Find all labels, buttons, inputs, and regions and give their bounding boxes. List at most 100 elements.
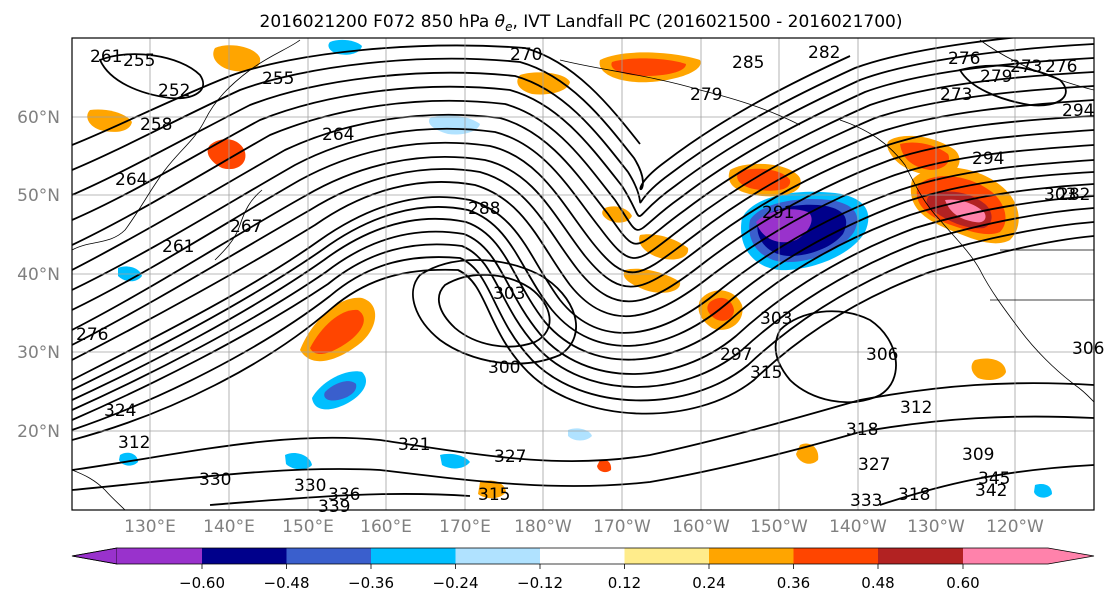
contour-label: 261 <box>162 237 194 257</box>
contour-label: 327 <box>858 455 890 475</box>
theta-e-contours <box>72 38 1094 506</box>
lon-label: 130°E <box>124 517 176 537</box>
contour-label: 342 <box>975 481 1007 501</box>
lon-label: 140°E <box>203 517 255 537</box>
contour-label: 306 <box>866 345 898 365</box>
lon-label: 120°W <box>986 517 1044 537</box>
contour-label: 315 <box>750 363 782 383</box>
lat-label: 50°N <box>17 186 60 206</box>
lat-label: 60°N <box>17 108 60 128</box>
contour-label: 255 <box>123 51 155 71</box>
figure-title: 2016021200 F072 850 hPa θe, IVT Landfall… <box>260 12 903 34</box>
contour-label: 273 <box>940 85 972 105</box>
colorbar-segment <box>455 548 540 564</box>
title-subscript: e <box>505 20 512 34</box>
contour-label: 264 <box>322 125 354 145</box>
contour-label: 276 <box>948 49 980 69</box>
contour-label: 282 <box>808 43 840 63</box>
contour-label: 267 <box>230 217 262 237</box>
lon-label: 130°W <box>907 517 965 537</box>
contour-label: 288 <box>468 199 500 219</box>
colorbar-tick-label: 0.60 <box>946 574 979 592</box>
colorbar-outline <box>71 547 1095 565</box>
colorbar-tick-label: 0.48 <box>861 574 894 592</box>
colorbar-tick-label: −0.48 <box>264 574 310 592</box>
lon-label: 160°E <box>360 517 412 537</box>
contour-label: 303 <box>760 309 792 329</box>
contour-label: 270 <box>510 45 542 65</box>
colorbar-segment <box>202 548 287 564</box>
contour-label: 336 <box>328 485 360 505</box>
latitude-labels: 60°N 50°N 40°N 30°N 20°N <box>17 108 60 442</box>
contour-label: 276 <box>1045 57 1077 77</box>
contour-label: 330 <box>199 470 231 490</box>
contour-label: 273 <box>1010 57 1042 77</box>
contour-label: 339 <box>318 497 350 517</box>
colorbar-tick-label: 0.24 <box>692 574 725 592</box>
contour-label: 279 <box>980 67 1012 87</box>
contour-label: 300 <box>488 358 520 378</box>
contour-label: 321 <box>398 435 430 455</box>
contour-label: 282 <box>1058 185 1090 205</box>
contour-label: 309 <box>962 445 994 465</box>
colorbar-segment <box>117 548 202 564</box>
lat-label: 30°N <box>17 343 60 363</box>
colorbar-tick-label: −0.60 <box>179 574 225 592</box>
contour-label: 333 <box>850 491 882 511</box>
contour-label: 324 <box>104 401 136 421</box>
contour-label: 294 <box>1062 101 1094 121</box>
colorbar-segment <box>540 548 625 564</box>
lon-label: 140°W <box>829 517 887 537</box>
contour-label: 297 <box>720 345 752 365</box>
negative-anomaly-central-pacific <box>118 39 1052 498</box>
contour-label: 255 <box>262 69 294 89</box>
contour-label: 345 <box>978 469 1010 489</box>
map-area <box>72 38 1094 510</box>
contour-label: 294 <box>972 149 1004 169</box>
contour-label: 258 <box>140 115 172 135</box>
lon-label: 170°W <box>593 517 651 537</box>
contour-label: 264 <box>115 170 147 190</box>
colorbar-left-extension <box>71 547 118 565</box>
contour-label: 291 <box>762 203 794 223</box>
lon-label: 180°W <box>514 517 572 537</box>
title-suffix: , IVT Landfall PC (2016021500 - 20160217… <box>512 12 902 32</box>
graticule <box>72 38 1094 510</box>
colorbar-tick-label: −0.24 <box>433 574 479 592</box>
colorbar-segment <box>371 548 456 564</box>
contour-label: 318 <box>898 485 930 505</box>
lon-label: 170°E <box>439 517 491 537</box>
colorbar: −0.60 −0.48 −0.36 −0.24 −0.12 0.12 0.24 … <box>71 547 1095 592</box>
contour-label: 261 <box>90 47 122 67</box>
colorbar-segment <box>709 548 794 564</box>
title-symbol: θ <box>495 12 506 32</box>
contour-label: 279 <box>690 85 722 105</box>
coastlines <box>72 39 1094 510</box>
contour-label: 306 <box>1072 339 1104 359</box>
colorbar-tick-label: 0.36 <box>777 574 810 592</box>
contour-label: 303 <box>1044 185 1076 205</box>
lon-label: 150°W <box>750 517 808 537</box>
contour-label: 252 <box>158 81 190 101</box>
title-prefix: 2016021200 F072 850 hPa <box>260 12 495 32</box>
colorbar-right-extension <box>963 548 1094 564</box>
contour-label: 285 <box>732 53 764 73</box>
contour-label: 303 <box>493 284 525 304</box>
lat-label: 40°N <box>17 265 60 285</box>
lon-label: 160°W <box>672 517 730 537</box>
map-frame <box>71 37 1095 511</box>
colorbar-ticks <box>201 564 964 569</box>
contour-label: 327 <box>494 447 526 467</box>
colorbar-segment <box>878 548 963 564</box>
contour-label: 276 <box>76 325 108 345</box>
colorbar-tick-label: −0.12 <box>517 574 563 592</box>
colorbar-segment <box>286 548 371 564</box>
longitude-labels: 130°E 140°E 150°E 160°E 170°E 180°W 170°… <box>124 517 1044 537</box>
lat-label: 20°N <box>17 422 60 442</box>
colorbar-segment <box>793 548 878 564</box>
colorbar-tick-label: 0.12 <box>608 574 641 592</box>
lon-label: 150°E <box>282 517 334 537</box>
contour-label: 330 <box>294 476 326 496</box>
colorbar-segment <box>624 548 709 564</box>
